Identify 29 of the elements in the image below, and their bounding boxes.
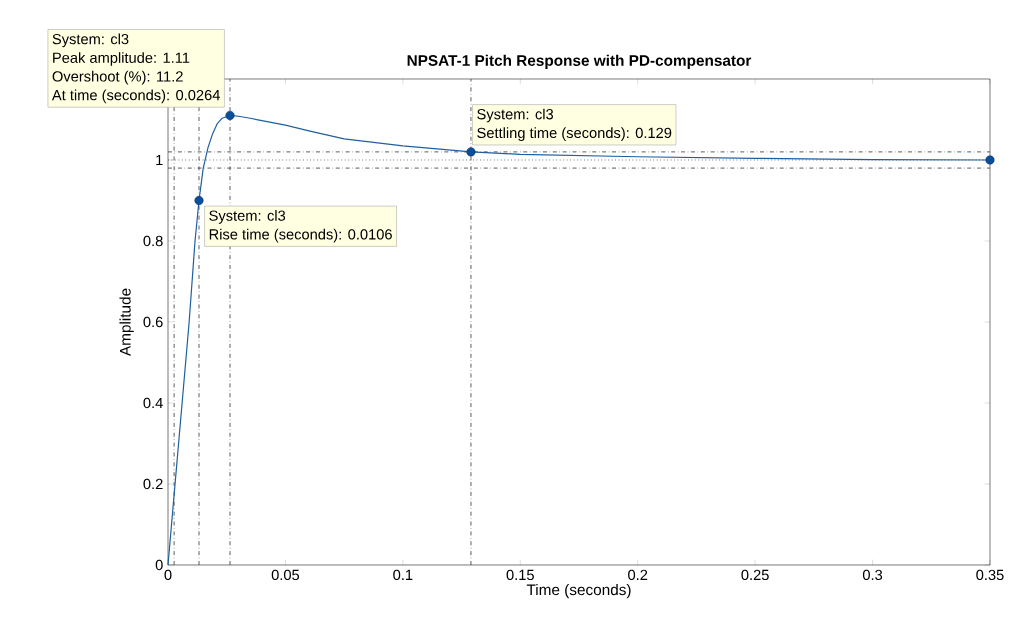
- annotation: Overshoot (%): 11.2: [52, 70, 183, 85]
- point: [985, 155, 995, 165]
- x-tick-label: 0.35: [976, 569, 1004, 581]
- x-tick-label: 0: [164, 569, 172, 581]
- x-axis-title: Time (seconds): [526, 583, 631, 599]
- text: Peak amplitude: 1.11: [53, 52, 190, 66]
- point: [466, 147, 476, 157]
- point: [194, 195, 204, 206]
- y-tick-label: 1: [156, 154, 163, 166]
- x-tick-label: 0.05: [271, 569, 300, 581]
- x-tick-label: 0.1: [393, 569, 413, 581]
- y-tick-label: 0.6: [143, 316, 163, 328]
- point: [225, 110, 235, 120]
- x-tick-label: 0.15: [506, 569, 534, 581]
- y-tick-label: 0.2: [143, 478, 163, 490]
- annotation: System: cl3: [209, 210, 286, 224]
- y-tick-label: 0: [155, 559, 163, 571]
- x-tick-label: 0.3: [862, 569, 883, 581]
- y-tick-label: 0.8: [143, 235, 163, 247]
- chart-title: NPSAT-1 Pitch Response with PD-compensator: [407, 54, 752, 69]
- annotation: Rise time (seconds): 0.0106: [209, 228, 392, 243]
- y-axis-title: Amplitude: [119, 288, 134, 357]
- y-tick-label: 0.4: [143, 397, 163, 409]
- annotation: At time (seconds): 0.0264: [51, 89, 220, 104]
- x-tick-label: 0.25: [741, 569, 769, 581]
- text: System: cl3: [52, 33, 129, 48]
- annotation: Settling time (seconds): 0.129: [477, 127, 672, 141]
- annotation: System: cl3: [477, 108, 554, 123]
- x-tick-label: 0.2: [628, 569, 648, 581]
